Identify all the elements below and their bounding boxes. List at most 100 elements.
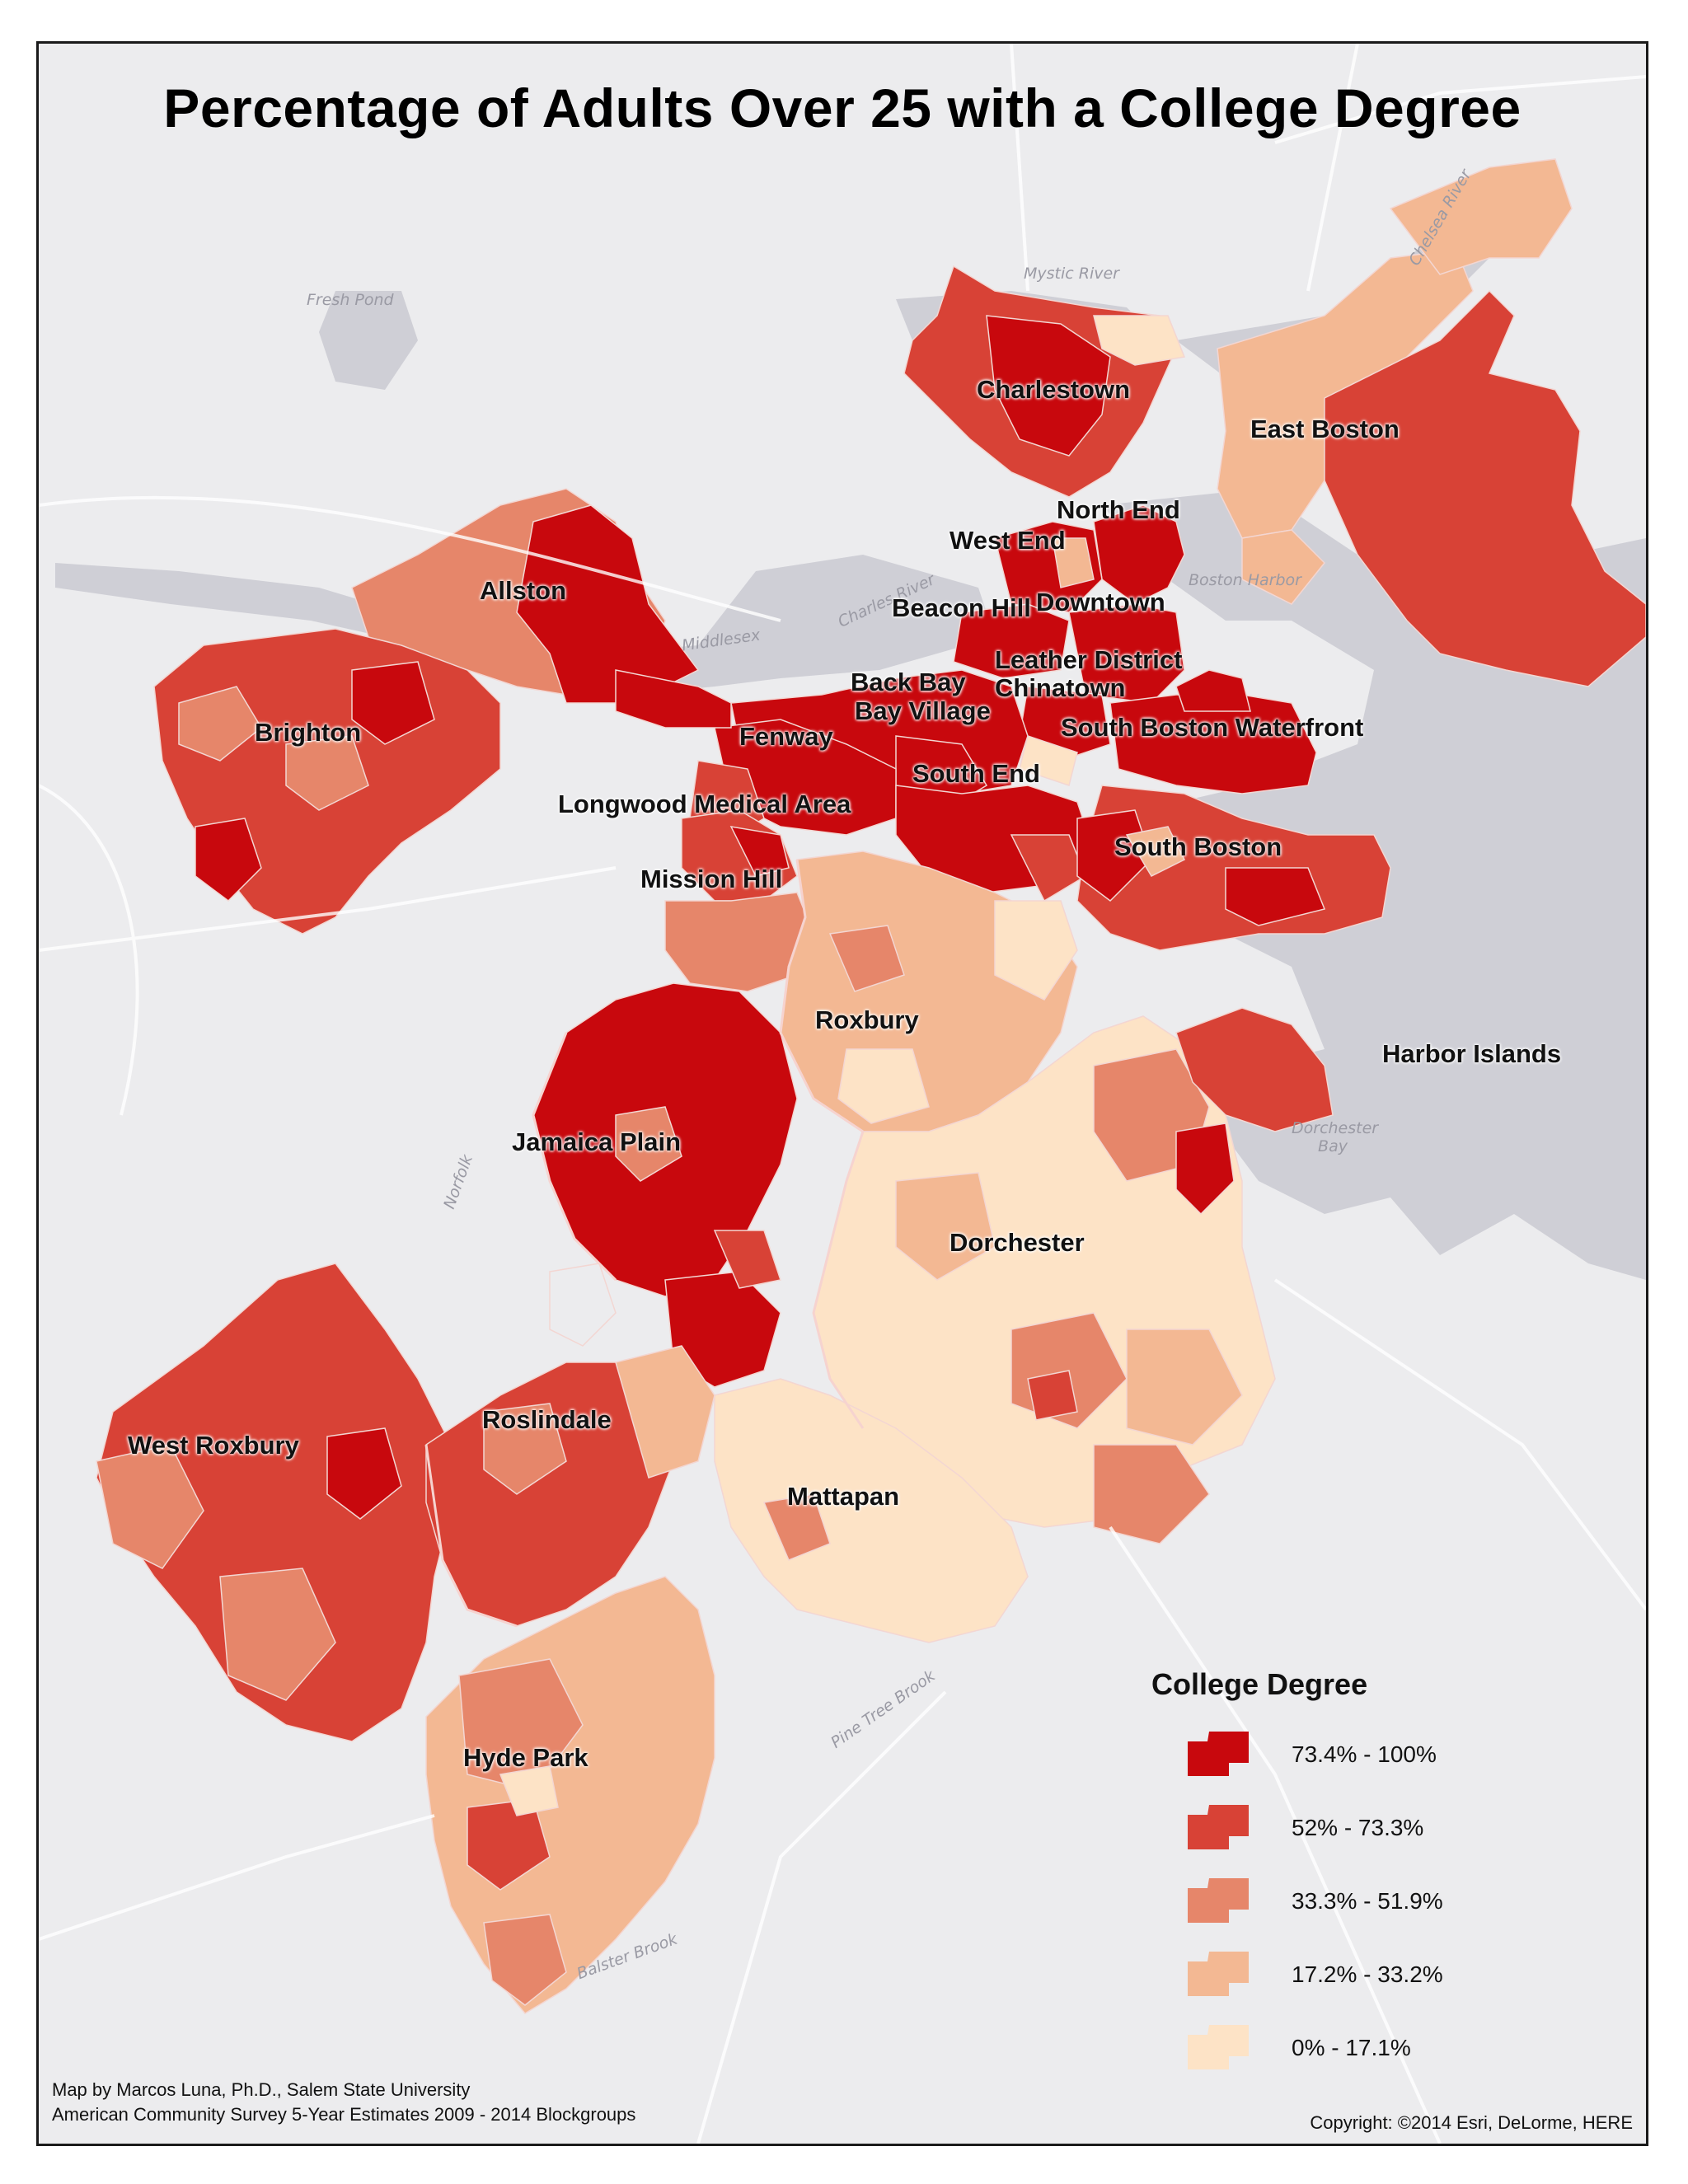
neighborhood-borders (424, 859, 865, 1628)
fresh-pond-label: Fresh Pond (307, 291, 394, 309)
fenway-label: Fenway (739, 722, 833, 751)
map-title: Percentage of Adults Over 25 with a Coll… (163, 77, 1522, 138)
dorchester-red (1027, 1370, 1078, 1421)
harbor-islands-label: Harbor Islands (1382, 1039, 1562, 1068)
beacon-hill-label: Beacon Hill (892, 593, 1031, 622)
charlestown-label: Charlestown (977, 375, 1131, 404)
jamaica-plain-pond (549, 1263, 617, 1347)
jamaica-plain-light (615, 1106, 682, 1182)
legend-swatch-shape (1188, 2025, 1249, 2069)
dorchester-east (1175, 1007, 1334, 1132)
dorchester-bay-label: Dorchester Bay (1292, 1119, 1379, 1155)
leather-district-label: Leather District (995, 645, 1183, 674)
hyde-park-light (499, 1765, 559, 1816)
legend-item: 73.4% - 100% (1184, 1730, 1531, 1779)
legend-label: 17.2% - 33.2% (1292, 1961, 1443, 1987)
copyright-credit: Copyright: ©2014 Esri, DeLorme, HERE (1310, 2112, 1633, 2133)
legend-swatch-icon (1188, 1805, 1249, 1849)
mystic-river-label: Mystic River (1024, 265, 1119, 283)
east-boston-north (1389, 158, 1573, 275)
legend-item: 33.3% - 51.9% (1184, 1877, 1531, 1926)
author-credit: Map by Marcos Luna, Ph.D., Salem State U… (52, 2079, 471, 2100)
legend-swatch-icon (1188, 1952, 1249, 1996)
south-boston-label: South Boston (1114, 832, 1282, 861)
roxbury-label: Roxbury (815, 1005, 919, 1034)
road-network (39, 44, 1646, 2144)
legend-title: College Degree (1151, 1667, 1368, 1701)
south-end-label: South End (912, 759, 1040, 788)
dorchester-south-2 (1126, 1329, 1243, 1446)
waterfront-piers (1175, 669, 1251, 712)
dorchester-savin (1175, 1122, 1235, 1216)
mattapan-orange (762, 1493, 831, 1561)
chinatown-area (1019, 735, 1078, 786)
south-boston-waterfront-label: South Boston Waterfront (1061, 713, 1364, 742)
west-roxbury-light-1 (96, 1444, 204, 1569)
west-end-label: West End (950, 526, 1066, 555)
charlestown-navy-yard (1093, 315, 1186, 366)
mission-hill-label: Mission Hill (640, 865, 783, 893)
back-bay-label: Back Bay (851, 668, 966, 696)
legend-swatch-shape (1188, 1805, 1249, 1849)
south-boston-red (1076, 809, 1152, 902)
roslindale-east (615, 1345, 715, 1479)
legend-label: 52% - 73.3% (1292, 1815, 1424, 1840)
jamaica-plain-mid (713, 1230, 781, 1289)
mattapan-label: Mattapan (787, 1482, 900, 1511)
legend-swatch-shape (1188, 1878, 1249, 1923)
jamaica-plain-label: Jamaica Plain (512, 1127, 682, 1156)
hyde-park-orange (458, 1658, 584, 1792)
brighton-light-1 (178, 686, 262, 762)
south-boston-patch (1225, 867, 1326, 926)
legend-swatch-icon (1188, 1732, 1249, 1776)
west-roxbury-area (96, 1263, 452, 1742)
hyde-park-label: Hyde Park (463, 1743, 588, 1772)
downtown-east (1052, 537, 1095, 588)
east-boston-south (1241, 529, 1326, 605)
chinatown-label: Chinatown (995, 673, 1126, 702)
brighton-red-1 (195, 818, 262, 902)
legend-swatch-icon (1188, 1878, 1249, 1923)
fresh-pond-water (319, 291, 418, 390)
allston-connector (615, 669, 732, 729)
bay-village-label: Bay Village (855, 696, 991, 725)
dorchester-neponset (1093, 1444, 1210, 1544)
roslindale-label: Roslindale (482, 1405, 612, 1434)
west-roxbury-light-2 (219, 1568, 336, 1701)
mattapan-area (714, 1378, 1029, 1643)
source-credit: American Community Survey 5-Year Estimat… (52, 2104, 636, 2125)
legend-item: 17.2% - 33.2% (1184, 1950, 1531, 1999)
legend-label: 73.4% - 100% (1292, 1741, 1437, 1767)
map-frame: Percentage of Adults Over 25 with a Coll… (36, 41, 1648, 2146)
hyde-park-south (483, 1914, 567, 2006)
legend-swatch-shape (1188, 1732, 1249, 1776)
west-roxbury-red (326, 1427, 402, 1520)
longwood-medical-area-label: Longwood Medical Area (558, 790, 851, 818)
beacon-hill-area (953, 603, 1070, 679)
east-boston-airport (1324, 289, 1646, 687)
legend: College Degree 73.4% - 100% 52% - 73.3% … (1118, 1667, 1613, 2096)
boston-harbor-label: Boston Harbor (1189, 571, 1301, 589)
west-roxbury-label: West Roxbury (128, 1431, 299, 1460)
charlestown-core (986, 315, 1111, 457)
map-canvas[interactable] (39, 44, 1646, 2144)
legend-label: 0% - 17.1% (1292, 2035, 1411, 2060)
roxbury-light (994, 900, 1078, 1001)
choropleth (96, 158, 1646, 2014)
dorchester-label: Dorchester (950, 1228, 1085, 1257)
legend-swatch-icon (1188, 2025, 1249, 2069)
downtown-label: Downtown (1036, 588, 1165, 616)
charles-river-water (55, 555, 995, 695)
legend-label: 33.3% - 51.9% (1292, 1888, 1443, 1914)
south-boston-light (1125, 826, 1186, 877)
legend-item: 0% - 17.1% (1184, 2023, 1531, 2073)
roslindale-light (483, 1403, 567, 1495)
legend-swatch-shape (1188, 1952, 1249, 1996)
brighton-label: Brighton (255, 718, 362, 747)
roxbury-mid (828, 925, 905, 992)
east-boston-label: East Boston (1250, 415, 1400, 443)
brighton-red-2 (351, 661, 435, 745)
allston-label: Allston (480, 576, 567, 605)
legend-item: 52% - 73.3% (1184, 1803, 1531, 1853)
north-end-area (1093, 504, 1185, 605)
